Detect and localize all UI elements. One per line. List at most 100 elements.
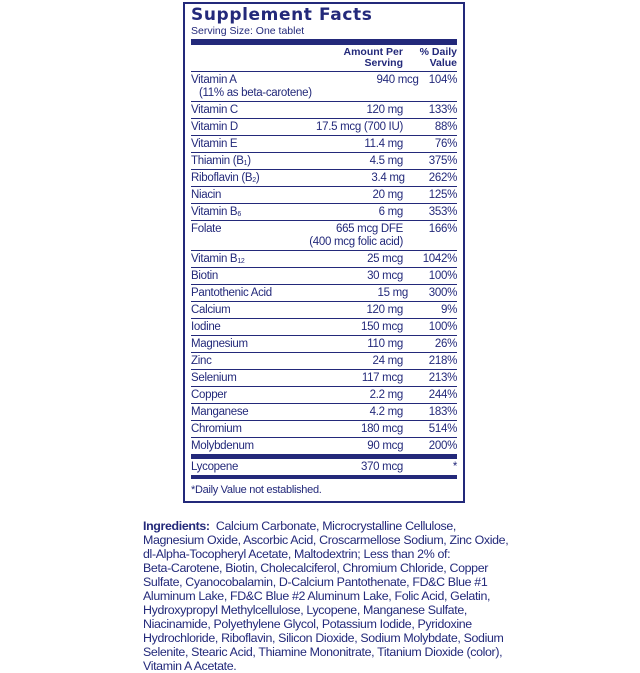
nutrient-row: Biotin 30 mcg 100%: [191, 268, 457, 285]
nutrient-name: Calcium: [191, 304, 231, 316]
nutrient-amount: 6 mg: [378, 206, 404, 218]
nutrient-name: Vitamin B12: [191, 253, 245, 265]
nutrient-name: Copper: [191, 389, 227, 401]
nutrient-row: Manganese 4.2 mg 183%: [191, 404, 457, 421]
nutrient-amount: 180 mcg: [360, 423, 403, 435]
nutrient-dv: 76%: [434, 138, 457, 150]
nutrient-row: Magnesium 110 mg 26%: [191, 336, 457, 353]
ingredients-line: Sulfate, Cyanocobalamin, D-Calcium Panto…: [143, 575, 488, 589]
nutrient-amount: 11.4 mg: [364, 138, 403, 150]
nutrient-name: Selenium: [191, 372, 237, 384]
ingredients-line: dl-Alpha-Tocopheryl Acetate, Maltodextri…: [143, 547, 451, 561]
nutrient-amount: 150 mcg: [360, 321, 403, 333]
nutrient-dv: 88%: [434, 121, 457, 133]
nutrient-dv: 218%: [428, 355, 458, 367]
nutrient-name: Folate: [191, 223, 222, 235]
ingredients-list: Ingredients: Calcium Carbonate, Microcry…: [143, 519, 523, 673]
nutrient-row: Niacin 20 mg 125%: [191, 187, 457, 204]
nutrient-dv: 353%: [428, 206, 458, 218]
nutrient-dv: 100%: [428, 270, 458, 282]
nutrient-amount: 940 mcg: [376, 74, 419, 86]
column-header: Amount Per Serving % Daily Value: [191, 45, 457, 72]
nutrient-name: Vitamin C: [191, 104, 238, 116]
nutrient-dv: 200%: [428, 440, 458, 452]
nutrient-dv: 375%: [428, 155, 458, 167]
nutrient-row: Vitamin B12 25 mcg 1042%: [191, 251, 457, 268]
nutrient-amount: 110 mg: [367, 338, 403, 350]
nutrient-row: Selenium 117 mcg 213%: [191, 370, 457, 387]
thick-divider: [191, 475, 457, 479]
nutrient-row: Vitamin B6 6 mg 353%: [191, 204, 457, 221]
amount-header: Amount Per Serving: [343, 46, 403, 69]
nutrient-name: Niacin: [191, 189, 222, 201]
nutrient-dv: 100%: [428, 321, 458, 333]
serving-size: Serving Size: One tablet: [191, 25, 305, 37]
nutrient-dv: 300%: [428, 287, 458, 299]
nutrient-amount: 15 mg: [377, 287, 409, 299]
panel-title: Supplement Facts: [191, 5, 373, 25]
nutrient-name: Manganese: [191, 406, 249, 418]
nutrient-row: Folate 665 mcg DFE (400 mcg folic acid) 166…: [191, 221, 457, 251]
nutrient-dv: 514%: [428, 423, 458, 435]
nutrient-row: Zinc 24 mg 218%: [191, 353, 457, 370]
nutrient-name: Magnesium: [191, 338, 248, 350]
nutrient-row: Thiamin (B1) 4.5 mg 375%: [191, 153, 457, 170]
nutrient-amount: 30 mcg: [367, 270, 403, 282]
nutrient-dv: 133%: [428, 104, 458, 116]
ingredients-line: Vitamin A Acetate.: [143, 659, 237, 673]
nutrient-amount: 3.4 mg: [371, 172, 405, 184]
nutrient-row: Vitamin C 120 mg 133%: [191, 102, 457, 119]
nutrient-name: Vitamin B6: [191, 206, 241, 218]
ingredients-line: Hydroxypropyl Methylcellulose, Lycopene,…: [143, 603, 467, 617]
ingredients-line: Selenite, Stearic Acid, Thiamine Mononit…: [143, 645, 503, 659]
nutrient-amount: 117 mcg: [361, 372, 403, 384]
nutrient-name: Zinc: [191, 355, 212, 367]
nutrient-amount: 120 mg: [366, 104, 403, 116]
nutrient-row: Chromium 180 mcg 514%: [191, 421, 457, 438]
nutrient-dv: 104%: [428, 74, 458, 86]
nutrient-name: Vitamin E: [191, 138, 238, 150]
nutrient-amount: 665 mcg DFE (400 mcg folic acid): [309, 223, 403, 248]
nutrient-name: Vitamin A (11% as beta-carotene): [191, 74, 312, 99]
nutrient-amount: 90 mcg: [367, 440, 404, 452]
ingredients-label: Ingredients:: [143, 519, 210, 533]
nutrient-amount: 120 mg: [366, 304, 403, 316]
nutrient-dv: 244%: [428, 389, 458, 401]
nutrient-row: Vitamin A (11% as beta-carotene) 940 mcg 10…: [191, 72, 457, 102]
supplement-facts-panel: Supplement Facts Serving Size: One table…: [183, 2, 465, 503]
nutrient-amount: 24 mg: [372, 355, 404, 367]
footnote: *Daily Value not established.: [191, 484, 322, 496]
nutrient-name: Thiamin (B1): [191, 155, 251, 167]
nutrient-amount: 25 mcg: [367, 253, 403, 265]
ingredients-line: Beta-Carotene, Biotin, Cholecalciferol, …: [143, 561, 489, 575]
nutrient-dv: 262%: [428, 172, 458, 184]
nutrient-row: Iodine 150 mcg 100%: [191, 319, 457, 336]
nutrient-name: Iodine: [191, 321, 221, 333]
nutrient-dv: 9%: [440, 304, 457, 316]
nutrient-dv: 213%: [428, 372, 458, 384]
nutrient-row: Vitamin D 17.5 mcg (700 IU) 88%: [191, 119, 457, 136]
ingredients-line: Ingredients: Calcium Carbonate, Microcry…: [143, 519, 456, 533]
nutrient-rows: Vitamin A (11% as beta-carotene) 940 mcg 10…: [191, 72, 457, 455]
nutrient-name: Molybdenum: [191, 440, 254, 452]
ingredients-line: Hydrochloride, Riboflavin, Silicon Dioxi…: [143, 631, 504, 645]
nutrient-name: Pantothenic Acid: [191, 287, 272, 299]
nutrient-dv: 26%: [434, 338, 457, 350]
nutrient-name: Biotin: [191, 270, 218, 282]
nutrient-name: Riboflavin (B2): [191, 172, 260, 184]
ingredients-line: Magnesium Oxide, Ascorbic Acid, Croscarm…: [143, 533, 509, 547]
dv-header: % Daily Value: [419, 46, 457, 69]
nutrient-row: Pantothenic Acid 15 mg 300%: [191, 285, 457, 302]
thick-divider: [191, 455, 457, 459]
ingredients-line: Niacinamide, Polyethylene Glycol, Potass…: [143, 617, 472, 631]
ingredients-line: Aluminum Lake, FD&C Blue #2 Aluminum Lak…: [143, 589, 491, 603]
nutrient-amount: 4.5 mg: [369, 155, 404, 167]
nutrient-dv: 166%: [428, 223, 458, 235]
thick-divider: [191, 39, 457, 45]
nutrient-amount: 17.5 mcg (700 IU): [316, 121, 403, 133]
nutrient-dv: 1042%: [422, 253, 458, 265]
nutrient-name: Vitamin D: [191, 121, 238, 133]
nutrient-amount: 20 mg: [372, 189, 404, 201]
nutrient-row: Calcium 120 mg 9%: [191, 302, 457, 319]
